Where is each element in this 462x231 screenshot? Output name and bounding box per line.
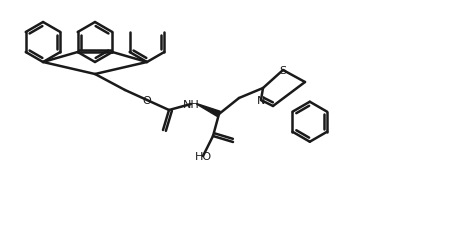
Text: HO: HO: [195, 151, 212, 161]
Text: O: O: [143, 96, 152, 106]
Text: N: N: [257, 96, 265, 106]
Text: S: S: [280, 66, 286, 76]
Text: NH: NH: [182, 100, 200, 109]
Polygon shape: [197, 104, 220, 117]
